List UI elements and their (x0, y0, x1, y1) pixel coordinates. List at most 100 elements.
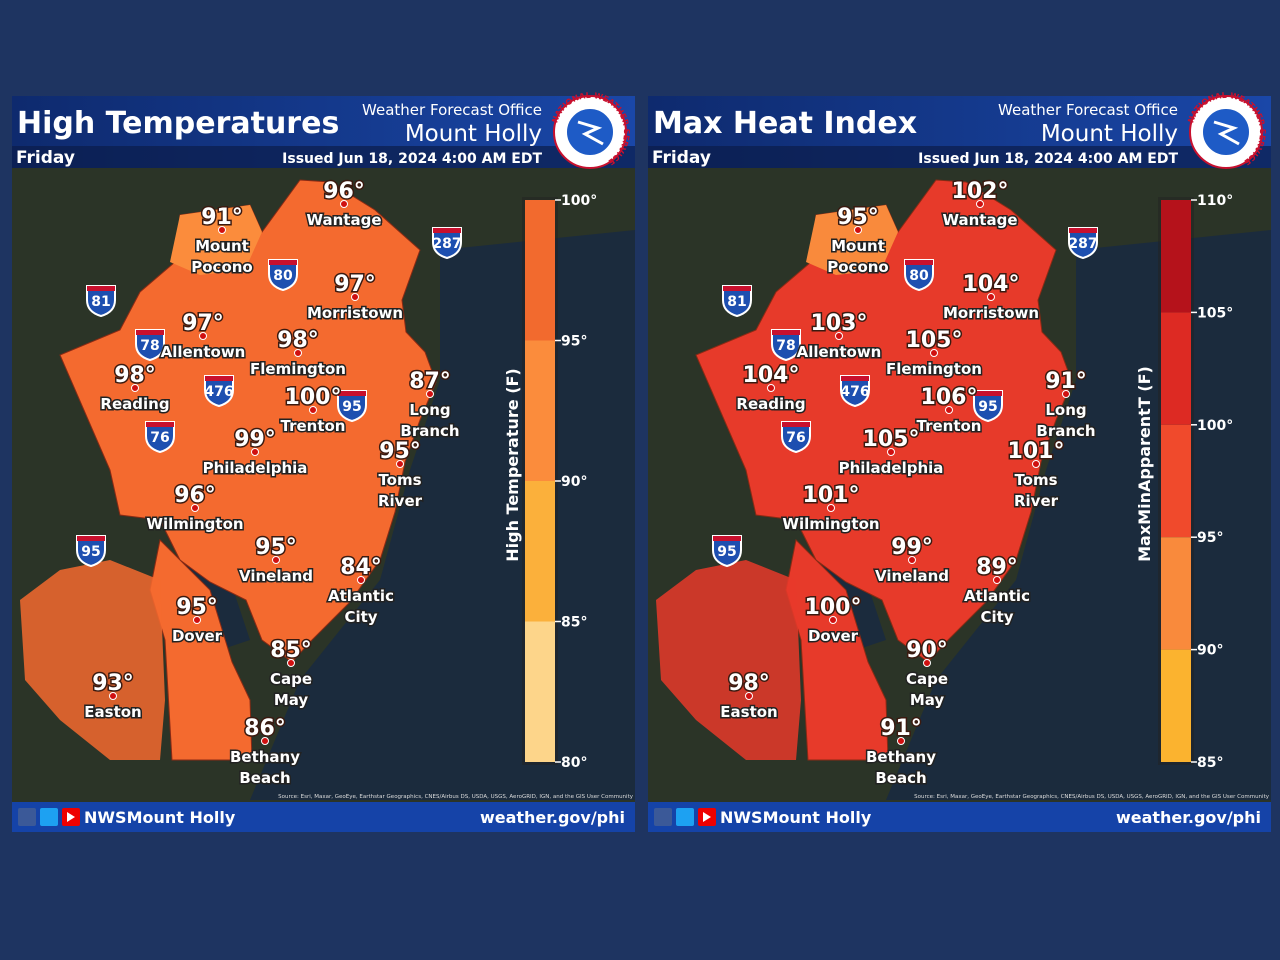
city-dot (829, 616, 837, 624)
interstate-shield (337, 390, 367, 423)
city-temp: 91° (201, 205, 243, 230)
city-name: Atlantic (328, 587, 394, 605)
shield-number: 287 (1068, 236, 1097, 252)
city-name: Allentown (797, 343, 882, 361)
legend-tick-label: 85° (561, 615, 587, 631)
legend-tick-label: 105° (1197, 305, 1233, 321)
interstate-shield (781, 421, 811, 454)
legend-label: MaxMinApparentT (F) (1135, 366, 1154, 562)
city-name: Bethany (230, 748, 300, 766)
day: Friday (652, 148, 711, 168)
city-dot (835, 332, 843, 340)
city-temp: 96° (323, 179, 365, 204)
legend-tick-label: 85° (1197, 755, 1223, 771)
city-temp: 105° (863, 427, 920, 452)
shield-top (269, 260, 297, 265)
city-temp: 87° (409, 369, 451, 394)
day: Friday (16, 148, 75, 168)
city-name: Cape (270, 670, 312, 688)
shield-top (905, 260, 933, 265)
city-temp: 96° (174, 483, 216, 508)
city-name: Easton (84, 703, 141, 721)
legend-tick-label: 110° (1197, 193, 1233, 209)
city-temp: 85° (270, 638, 312, 663)
handle: NWSMount Holly (84, 808, 236, 827)
interstate-shield (268, 259, 298, 292)
city-temp: 91° (1045, 369, 1087, 394)
shield-top (772, 330, 800, 335)
city-dot (251, 448, 259, 456)
shield-top (338, 391, 366, 396)
city-temp: 89° (976, 555, 1018, 580)
city-name: Wantage (306, 211, 381, 229)
twitter-icon (676, 808, 694, 826)
city-name: Atlantic (964, 587, 1030, 605)
interstate-shield (771, 329, 801, 362)
city-dot (908, 556, 916, 564)
city-name: Bethany (866, 748, 936, 766)
city-temp: 98° (728, 671, 770, 696)
city-temp: 104° (963, 272, 1020, 297)
interstate-shield (840, 375, 870, 408)
city-temp: 101° (803, 483, 860, 508)
city-dot (887, 448, 895, 456)
shield-top (433, 228, 461, 233)
city-name: Wilmington (146, 515, 243, 533)
legend-tick-label: 90° (1197, 643, 1223, 659)
interstate-shield (145, 421, 175, 454)
city-name: Long (1045, 401, 1086, 419)
city-name: Wilmington (782, 515, 879, 533)
shield-top (205, 376, 233, 381)
shield-number: 476 (204, 384, 233, 400)
legend-swatch (1161, 537, 1191, 650)
legend-tick-label: 80° (561, 755, 587, 771)
city-temp: 104° (743, 363, 800, 388)
city-name: Long (409, 401, 450, 419)
shield-number: 95 (978, 399, 997, 415)
city-dot (199, 332, 207, 340)
heat-region (806, 205, 898, 275)
shield-top (782, 422, 810, 427)
city-dot (309, 406, 317, 414)
city-temp: 95° (837, 205, 879, 230)
shield-number: 476 (840, 384, 869, 400)
legend-swatch (1161, 424, 1191, 538)
shield-number: 80 (909, 268, 929, 284)
shield-top (1069, 228, 1097, 233)
city-dot (897, 737, 905, 745)
city-temp: 99° (234, 427, 276, 452)
legend-tick-label: 100° (1197, 418, 1233, 434)
legend-tick-label: 95° (561, 334, 587, 350)
city-name: Flemington (886, 360, 982, 378)
city-name: Trenton (281, 417, 346, 435)
legend-swatch (525, 621, 555, 762)
city-temp: 98° (277, 328, 319, 353)
city-temp: 84° (340, 555, 382, 580)
shield-top (77, 536, 105, 541)
city-dot (1032, 460, 1040, 468)
facebook-icon (654, 808, 672, 826)
city-name: Mount (831, 237, 885, 255)
header-strip (648, 146, 1271, 168)
shield-top (87, 286, 115, 291)
city-temp: 102° (952, 179, 1009, 204)
city-name: Cape (906, 670, 948, 688)
location: Mount Holly (405, 121, 542, 147)
city-name: Philadelphia (203, 459, 308, 477)
interstate-shield (135, 329, 165, 362)
interstate-shield (86, 285, 116, 318)
city-dot (261, 737, 269, 745)
legend-swatch (525, 200, 555, 341)
legend-swatch (1161, 200, 1191, 313)
interstate-shield (432, 227, 462, 260)
city-dot (357, 576, 365, 584)
city-temp: 97° (334, 272, 376, 297)
shield-top (713, 536, 741, 541)
city-temp: 103° (811, 311, 868, 336)
city-dot (767, 384, 775, 392)
issued: Issued Jun 18, 2024 4:00 AM EDT (282, 151, 542, 167)
footer (648, 802, 1271, 832)
city-dot (218, 226, 226, 234)
shield-top (136, 330, 164, 335)
city-dot (930, 349, 938, 357)
